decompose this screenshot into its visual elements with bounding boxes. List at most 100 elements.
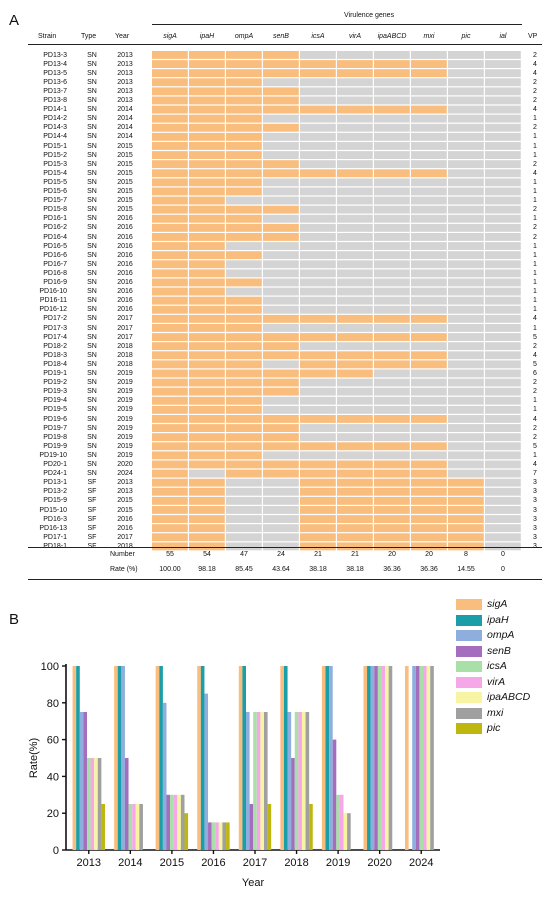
year-label: 2017 xyxy=(117,333,133,341)
grid-cell xyxy=(226,205,262,214)
bar-ipaH-2013 xyxy=(76,666,80,850)
grid-cell xyxy=(411,160,447,169)
vp-value: 1 xyxy=(533,297,537,305)
vp-value: 4 xyxy=(533,69,537,77)
grid-cell xyxy=(337,132,373,141)
type-label: SN xyxy=(87,333,97,341)
grid-cell xyxy=(226,533,262,542)
bar-virA-2017 xyxy=(256,712,261,850)
grid-cell xyxy=(485,506,521,514)
grid-cell xyxy=(411,69,447,78)
grid-cell xyxy=(189,132,225,141)
bar-virA-2019 xyxy=(339,794,344,850)
year-label: 2019 xyxy=(117,397,133,405)
grid-cell xyxy=(152,223,188,232)
type-label: SN xyxy=(87,415,97,423)
grid-cell xyxy=(189,187,225,196)
grid-cell xyxy=(411,460,447,469)
vp-value: 3 xyxy=(533,533,537,541)
vp-value: 5 xyxy=(533,442,537,450)
grid-cell xyxy=(189,151,225,159)
strain-label: PD17-3 xyxy=(43,324,67,332)
grid-cell xyxy=(448,96,484,105)
grid-cell xyxy=(411,378,447,387)
grid-cell xyxy=(300,151,336,159)
type-label: SF xyxy=(87,533,97,541)
type-label: SN xyxy=(87,306,97,314)
bar-ipaH-2017 xyxy=(242,666,246,850)
bar-sigA-2019 xyxy=(321,666,326,850)
grid-cell xyxy=(448,396,484,405)
grid-cell xyxy=(189,269,225,278)
bar-virA-2020 xyxy=(381,666,386,850)
strain-label: PD24-1 xyxy=(43,470,67,478)
grid-cell xyxy=(189,60,225,68)
grid-cell xyxy=(374,223,410,232)
grid-cell xyxy=(411,132,447,141)
grid-cell xyxy=(411,469,447,478)
type-label: SN xyxy=(87,269,97,277)
grid-cell xyxy=(485,396,521,405)
strain-label: PD15-5 xyxy=(43,178,67,186)
grid-cell xyxy=(226,160,262,169)
grid-cell xyxy=(374,269,410,278)
year-label: 2015 xyxy=(117,142,133,150)
vp-value: 4 xyxy=(533,415,537,423)
vp-value: 2 xyxy=(533,379,537,387)
type-label: SN xyxy=(87,279,97,286)
bar-sigA-2017 xyxy=(238,666,243,850)
grid-cell xyxy=(448,369,484,378)
vp-value: 7 xyxy=(533,470,537,478)
grid-cell xyxy=(374,214,410,223)
bar-icsA-2016 xyxy=(211,822,216,850)
grid-cell xyxy=(337,405,373,414)
grid-cell xyxy=(448,105,484,114)
grid-cell xyxy=(337,169,373,178)
grid-cell xyxy=(189,369,225,378)
grid-cell xyxy=(337,433,373,442)
year-label: 2016 xyxy=(117,515,133,523)
bar-pic-2013 xyxy=(101,804,105,850)
grid-cell xyxy=(448,506,484,514)
grid-cell xyxy=(337,151,373,159)
strain-label: PD17-1 xyxy=(43,533,67,541)
grid-cell xyxy=(485,533,521,542)
grid-cell xyxy=(152,114,188,123)
grid-cell xyxy=(374,96,410,105)
bar-pic-2017 xyxy=(267,804,272,850)
grid-cell xyxy=(374,105,410,114)
x-tick-label: 2015 xyxy=(160,857,184,869)
type-label: SF xyxy=(87,497,97,505)
year-label: 2013 xyxy=(117,69,133,77)
grid-cell xyxy=(189,96,225,105)
x-axis-label: Year xyxy=(242,877,265,889)
table-bottom-rule xyxy=(28,579,542,580)
grid-cell xyxy=(485,405,521,414)
grid-cell xyxy=(411,87,447,96)
grid-cell xyxy=(374,324,410,332)
grid-cell xyxy=(374,351,410,360)
grid-cell xyxy=(374,487,410,496)
grid-cell xyxy=(485,314,521,323)
type-label: SN xyxy=(87,169,97,177)
bar-ompA-2024 xyxy=(412,666,416,850)
grid-cell xyxy=(485,214,521,223)
grid-cell xyxy=(411,223,447,232)
vp-value: 1 xyxy=(533,324,537,332)
x-tick-label: 2018 xyxy=(284,857,308,869)
grid-cell xyxy=(300,496,336,505)
bar-sigA-2016 xyxy=(197,666,201,850)
grid-cell xyxy=(337,196,373,205)
y-tick-label: 60 xyxy=(47,735,59,747)
grid-cell xyxy=(189,396,225,405)
grid-cell xyxy=(152,233,188,241)
strain-label: PD15-9 xyxy=(43,497,67,505)
strain-label: PD13-5 xyxy=(43,69,67,77)
grid-cell xyxy=(152,405,188,414)
bar-icsA-2018 xyxy=(294,712,299,850)
year-label: 2014 xyxy=(117,133,133,141)
grid-cell xyxy=(300,442,336,451)
grid-cell xyxy=(337,187,373,196)
type-label: SN xyxy=(87,388,97,396)
grid-cell xyxy=(263,487,299,496)
